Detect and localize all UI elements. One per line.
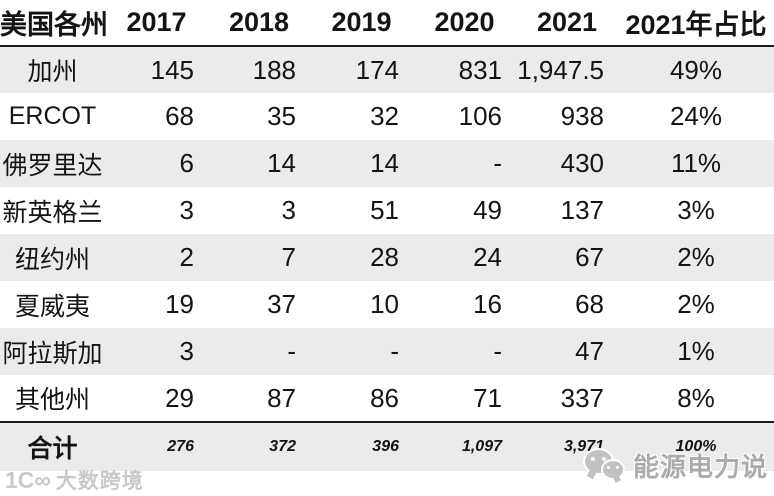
share-cell: 2% xyxy=(677,289,715,319)
watermark-nengyuandianlishuo: 能源电力说 xyxy=(582,446,768,484)
value-cell: 174 xyxy=(355,54,399,85)
value-cell: - xyxy=(493,148,502,178)
total-share-cell: 100% xyxy=(618,421,774,471)
value-cell: 6 xyxy=(179,148,194,178)
value-cell: 430 xyxy=(560,148,604,178)
value-cell: 14 xyxy=(267,148,296,178)
value-cell: 10 xyxy=(370,289,399,319)
table-row: 其他州 29 87 86 71 337 8% xyxy=(0,375,774,422)
value-cell: 68 xyxy=(575,289,604,319)
value-cell: 71 xyxy=(473,382,502,413)
share-cell: 11% xyxy=(670,148,722,178)
header-row: 美国各州 2017 2018 2019 2020 2021 2021年占比 xyxy=(0,0,774,47)
value-cell: 3 xyxy=(281,195,296,225)
state-cell: 阿拉斯加 xyxy=(2,339,103,368)
share-cell: 24% xyxy=(669,101,723,131)
total-label-cell: 合计 xyxy=(0,421,105,471)
value-cell: 19 xyxy=(165,289,194,319)
wechat-icon xyxy=(582,446,628,484)
share-cell: 2% xyxy=(677,242,715,272)
value-cell: 86 xyxy=(370,382,399,413)
value-cell: 16 xyxy=(473,289,502,319)
watermark-dashukuajing: 1C∞ 大数跨境 xyxy=(5,465,144,495)
value-cell: - xyxy=(390,336,399,366)
value-cell: 938 xyxy=(560,101,604,131)
table-row: 纽约州 2 7 28 24 67 2% xyxy=(0,234,774,281)
table-row: 新英格兰 3 3 51 49 137 3% xyxy=(0,187,774,234)
table-row: ERCOT 68 35 32 106 938 24% xyxy=(0,93,774,140)
value-cell: 24 xyxy=(473,242,502,272)
watermark-right-text: 能源电力说 xyxy=(632,451,768,482)
value-cell: 7 xyxy=(281,242,296,272)
state-cell: 其他州 xyxy=(14,386,90,414)
watermark-left-text: 大数跨境 xyxy=(55,470,144,493)
value-cell: 3 xyxy=(179,336,194,366)
value-cell: 145 xyxy=(150,54,194,85)
value-cell: 1,947.5 xyxy=(517,54,604,85)
value-cell: 2 xyxy=(179,242,194,272)
state-cell: ERCOT xyxy=(8,102,97,130)
total-row: 合计 276 372 396 1,097 3,971 100% xyxy=(0,421,774,471)
value-cell: 68 xyxy=(165,101,194,131)
total-value-cell: 372 xyxy=(208,421,310,471)
value-cell: 49 xyxy=(473,195,502,225)
value-cell: 28 xyxy=(370,242,399,272)
table-row: 夏威夷 19 37 10 16 68 2% xyxy=(0,281,774,328)
value-cell: 14 xyxy=(370,148,399,178)
state-cell: 新英格兰 xyxy=(2,198,103,227)
share-cell: 3% xyxy=(677,195,715,225)
value-cell: 32 xyxy=(370,101,399,131)
column-header: 2020 xyxy=(413,0,516,47)
table-row: 佛罗里达 6 14 14 - 430 11% xyxy=(0,140,774,187)
value-cell: 67 xyxy=(575,242,604,272)
value-cell: 137 xyxy=(560,195,604,225)
value-cell: 37 xyxy=(267,289,296,319)
state-cell: 夏威夷 xyxy=(14,292,90,321)
state-cell: 佛罗里达 xyxy=(2,151,103,180)
total-value-cell: 276 xyxy=(105,421,208,471)
dashukuajing-logo-icon: 1C∞ xyxy=(5,467,51,493)
total-value-cell: 396 xyxy=(310,421,413,471)
value-cell: 29 xyxy=(165,382,194,413)
state-cell: 纽约州 xyxy=(14,245,90,274)
share-cell: 49% xyxy=(669,54,723,85)
value-cell: 35 xyxy=(267,101,296,131)
column-header: 2017 xyxy=(105,0,208,47)
value-cell: 51 xyxy=(370,195,399,225)
column-header: 2018 xyxy=(208,0,310,47)
total-value-cell: 1,097 xyxy=(413,421,516,471)
value-cell: 831 xyxy=(458,54,502,85)
share-cell: 1% xyxy=(677,336,715,366)
column-header: 2021 xyxy=(516,0,618,47)
column-header: 2021年占比 xyxy=(618,0,774,47)
value-cell: 188 xyxy=(252,54,296,85)
value-cell: 87 xyxy=(267,382,296,413)
value-cell: - xyxy=(493,336,502,366)
us-states-storage-table: 美国各州 2017 2018 2019 2020 2021 2021年占比 加州 145 188… xyxy=(0,0,774,471)
state-cell: 加州 xyxy=(27,58,78,86)
value-cell: 3 xyxy=(179,195,194,225)
value-cell: 337 xyxy=(560,382,604,413)
table-row: 加州 145 188 174 831 1,947.5 49% xyxy=(0,46,774,93)
share-cell: 8% xyxy=(677,382,715,413)
table-body: 加州 145 188 174 831 1,947.5 49% ERCOT 68 35 32 106 93… xyxy=(0,46,774,422)
value-cell: 106 xyxy=(458,101,502,131)
table-row: 阿拉斯加 3 - - - 47 1% xyxy=(0,328,774,375)
column-header: 2019 xyxy=(310,0,413,47)
column-header: 美国各州 xyxy=(0,0,108,47)
value-cell: 47 xyxy=(575,336,604,366)
value-cell: - xyxy=(287,336,296,366)
